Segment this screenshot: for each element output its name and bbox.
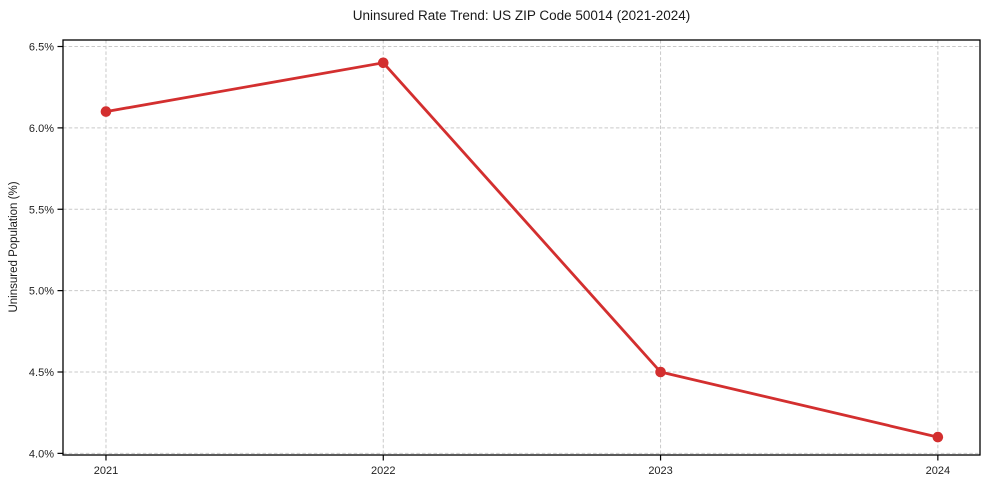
y-tick-label: 4.5% [29,367,54,379]
y-tick-label: 6.5% [29,42,54,54]
chart-title: Uninsured Rate Trend: US ZIP Code 50014 … [352,8,691,23]
data-point-marker [655,366,666,378]
data-point-marker [100,106,112,117]
x-tick-label: 2024 [926,465,950,477]
x-tick-label: 2021 [94,465,118,477]
y-tick-label: 4.0% [29,448,54,460]
data-point-marker [932,431,944,443]
x-tick-label: 2022 [371,465,395,477]
y-tick-label: 6.0% [29,123,54,135]
plot-border [62,39,981,456]
trend-line [104,61,940,439]
y-tick-label: 5.0% [29,286,54,298]
data-point-marker [377,57,389,69]
x-tick-label: 2023 [648,465,672,477]
y-tick-label: 5.5% [29,204,54,216]
